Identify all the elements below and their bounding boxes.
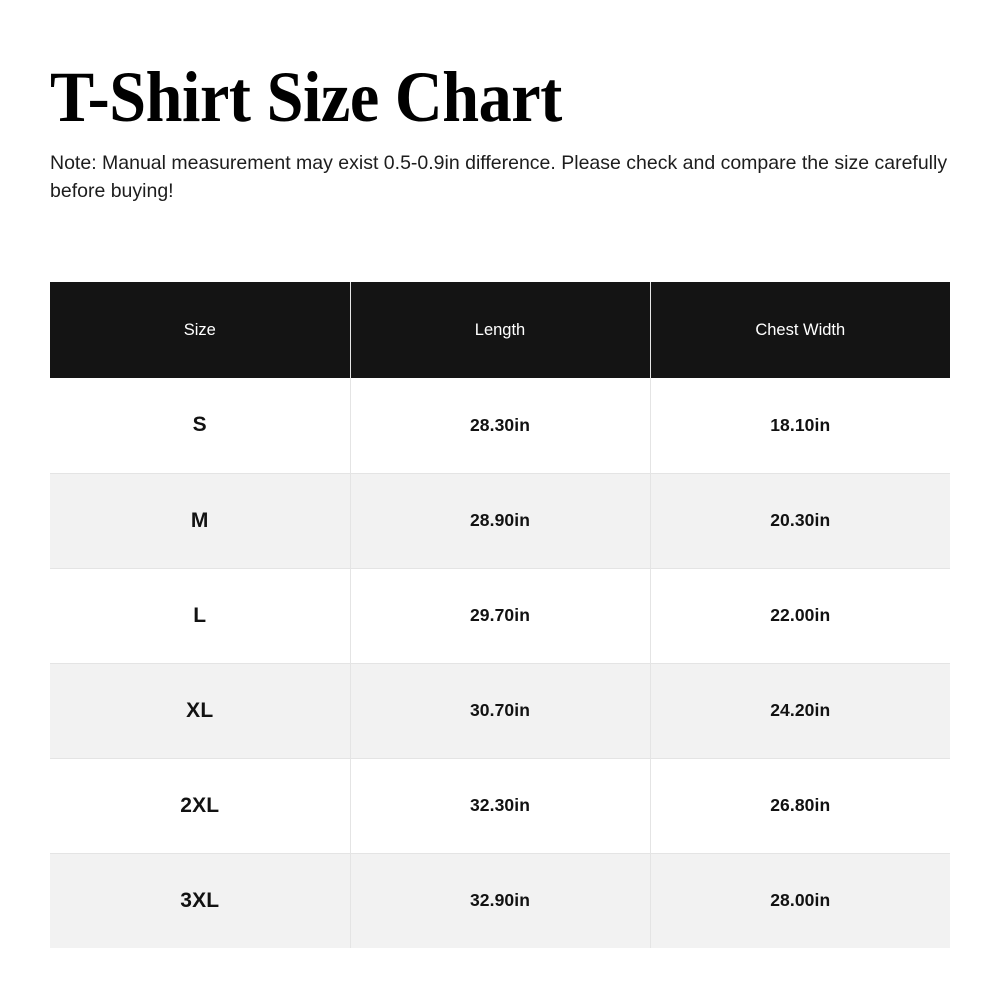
cell-length: 28.30in — [350, 378, 651, 474]
cell-length: 29.70in — [350, 568, 651, 664]
cell-size: XL — [50, 663, 351, 759]
cell-size: S — [50, 378, 351, 474]
cell-chest-width: 24.20in — [650, 663, 950, 759]
cell-length: 28.90in — [350, 473, 651, 569]
cell-chest-width: 20.30in — [650, 473, 950, 569]
column-header-length: Length — [350, 282, 651, 378]
measurement-note: Note: Manual measurement may exist 0.5-0… — [50, 151, 948, 203]
cell-chest-width: 18.10in — [650, 378, 950, 474]
table-row: 3XL 32.90in 28.00in — [50, 853, 950, 948]
cell-length: 32.30in — [350, 758, 651, 854]
column-header-size: Size — [50, 282, 351, 378]
table-header-row: Size Length Chest Width — [50, 282, 950, 378]
page-title: T-Shirt Size Chart — [50, 57, 562, 137]
cell-length: 32.90in — [350, 853, 651, 948]
table-row: S 28.30in 18.10in — [50, 378, 950, 474]
cell-size: 2XL — [50, 758, 351, 854]
column-header-chest-width: Chest Width — [755, 320, 846, 339]
table-row: L 29.70in 22.00in — [50, 568, 950, 664]
table-body: S 28.30in 18.10in M 28.90in 20.30in L 29… — [50, 378, 950, 948]
heading-block: T-Shirt Size Chart Note: Manual measurem… — [50, 57, 950, 206]
table-row: XL 30.70in 24.20in — [50, 663, 950, 759]
cell-size: L — [50, 568, 351, 664]
cell-chest-width: 28.00in — [770, 890, 831, 911]
cell-chest-width: 26.80in — [650, 758, 950, 854]
size-chart-table: Size Length Chest Width S 28.30in 18.10i… — [50, 282, 950, 948]
cell-size: M — [50, 473, 351, 569]
table-head: Size Length Chest Width — [50, 282, 950, 378]
table-row: 2XL 32.30in 26.80in — [50, 758, 950, 854]
cell-chest-width: 22.00in — [650, 568, 950, 664]
cell-size: 3XL — [50, 853, 351, 948]
cell-length: 30.70in — [350, 663, 651, 759]
table-row: M 28.90in 20.30in — [50, 473, 950, 569]
size-table-container: Size Length Chest Width S 28.30in 18.10i… — [50, 282, 950, 948]
